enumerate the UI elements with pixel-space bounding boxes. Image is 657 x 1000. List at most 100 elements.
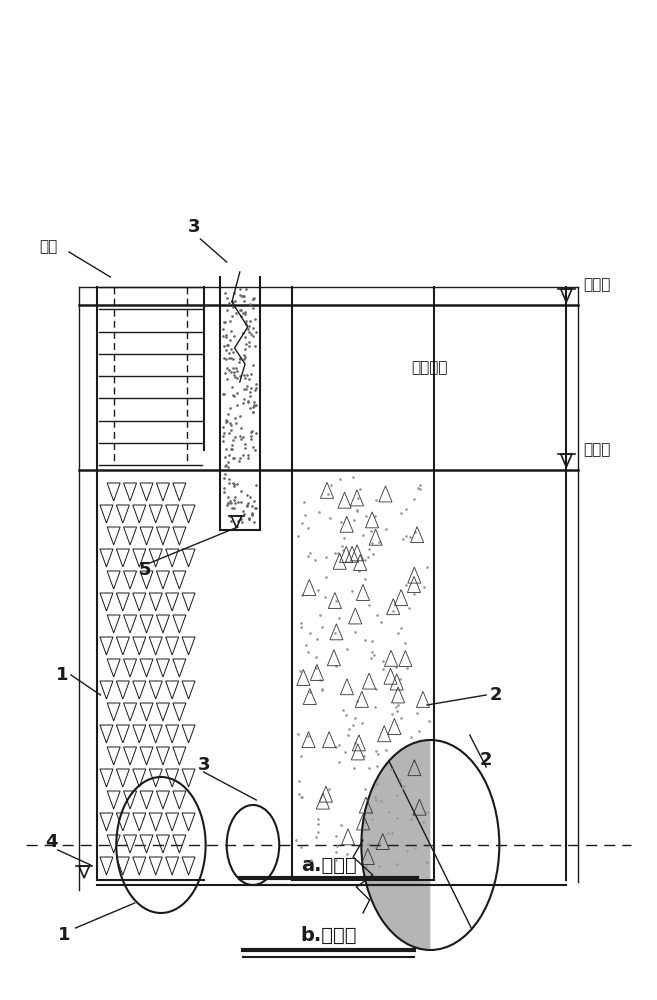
Point bbox=[246, 428, 256, 444]
Point bbox=[230, 489, 240, 505]
Point bbox=[240, 436, 250, 452]
Point bbox=[381, 742, 392, 758]
Point bbox=[423, 713, 434, 729]
Point bbox=[235, 351, 245, 367]
Point bbox=[232, 370, 242, 386]
Point bbox=[238, 395, 248, 411]
Point bbox=[296, 619, 306, 635]
Point bbox=[229, 388, 239, 404]
Point bbox=[229, 450, 239, 466]
Point bbox=[248, 404, 258, 420]
Point bbox=[296, 839, 306, 855]
Point bbox=[227, 432, 238, 448]
Point bbox=[350, 735, 360, 751]
Point bbox=[238, 429, 248, 445]
Point bbox=[240, 349, 250, 365]
Point bbox=[409, 753, 419, 769]
Point bbox=[247, 505, 258, 521]
Point bbox=[249, 398, 260, 414]
Point bbox=[359, 781, 370, 797]
Point bbox=[228, 351, 238, 367]
Point bbox=[228, 360, 238, 376]
Point bbox=[242, 498, 252, 514]
Point bbox=[244, 324, 254, 340]
Point bbox=[371, 743, 381, 759]
Point bbox=[348, 717, 359, 733]
Point bbox=[317, 619, 328, 635]
Point bbox=[221, 412, 231, 428]
Point bbox=[309, 552, 320, 568]
Point bbox=[238, 503, 249, 519]
Point bbox=[219, 484, 229, 500]
Point bbox=[332, 838, 342, 854]
Point bbox=[377, 653, 388, 669]
Point bbox=[296, 748, 307, 764]
Point bbox=[234, 354, 244, 370]
Point bbox=[248, 357, 258, 373]
Point bbox=[225, 422, 236, 438]
Point bbox=[238, 447, 249, 463]
Point bbox=[236, 302, 246, 318]
Point bbox=[251, 380, 261, 396]
Point bbox=[232, 397, 242, 413]
Point bbox=[386, 825, 397, 841]
Point bbox=[248, 394, 259, 410]
Point bbox=[409, 524, 420, 540]
Point bbox=[230, 369, 240, 385]
Point bbox=[392, 856, 402, 872]
Point bbox=[350, 710, 361, 726]
Point bbox=[220, 466, 231, 482]
Point bbox=[225, 417, 236, 433]
Point bbox=[333, 545, 344, 561]
Point bbox=[226, 441, 237, 457]
Point bbox=[331, 844, 342, 860]
Point bbox=[371, 607, 382, 623]
Point bbox=[220, 449, 231, 465]
Point bbox=[373, 858, 384, 874]
Point bbox=[315, 607, 325, 623]
Point bbox=[238, 288, 249, 304]
Point bbox=[228, 450, 238, 466]
Point bbox=[340, 744, 350, 760]
Point bbox=[224, 475, 235, 491]
Point bbox=[304, 684, 315, 700]
Point bbox=[242, 450, 253, 466]
Text: 立柱: 立柱 bbox=[39, 239, 58, 254]
Point bbox=[221, 302, 232, 318]
Point bbox=[245, 400, 256, 416]
Point bbox=[244, 296, 255, 312]
Point bbox=[310, 660, 321, 676]
Point bbox=[229, 367, 240, 383]
Point bbox=[321, 549, 331, 565]
Text: 1: 1 bbox=[56, 666, 69, 684]
Point bbox=[365, 650, 376, 666]
Point bbox=[357, 715, 367, 731]
Point bbox=[220, 329, 231, 345]
Point bbox=[393, 697, 403, 713]
Point bbox=[317, 682, 328, 698]
Point bbox=[245, 489, 256, 505]
Point bbox=[330, 545, 340, 561]
Point bbox=[235, 511, 246, 527]
Point bbox=[365, 523, 376, 539]
Point bbox=[392, 810, 402, 826]
Point bbox=[248, 291, 259, 307]
Point bbox=[222, 290, 233, 306]
Point bbox=[386, 761, 396, 777]
Point bbox=[238, 325, 248, 341]
Point bbox=[242, 367, 252, 383]
Point bbox=[359, 748, 369, 764]
Point bbox=[371, 492, 382, 508]
Point bbox=[324, 781, 334, 797]
Point bbox=[341, 707, 351, 723]
Point bbox=[315, 672, 326, 688]
Point bbox=[331, 739, 342, 755]
Point bbox=[398, 531, 409, 547]
Point bbox=[227, 475, 238, 491]
Point bbox=[229, 478, 240, 494]
Point bbox=[302, 644, 313, 660]
Point bbox=[413, 480, 423, 496]
Point bbox=[317, 681, 328, 697]
Point bbox=[223, 489, 233, 505]
Point bbox=[387, 706, 397, 722]
